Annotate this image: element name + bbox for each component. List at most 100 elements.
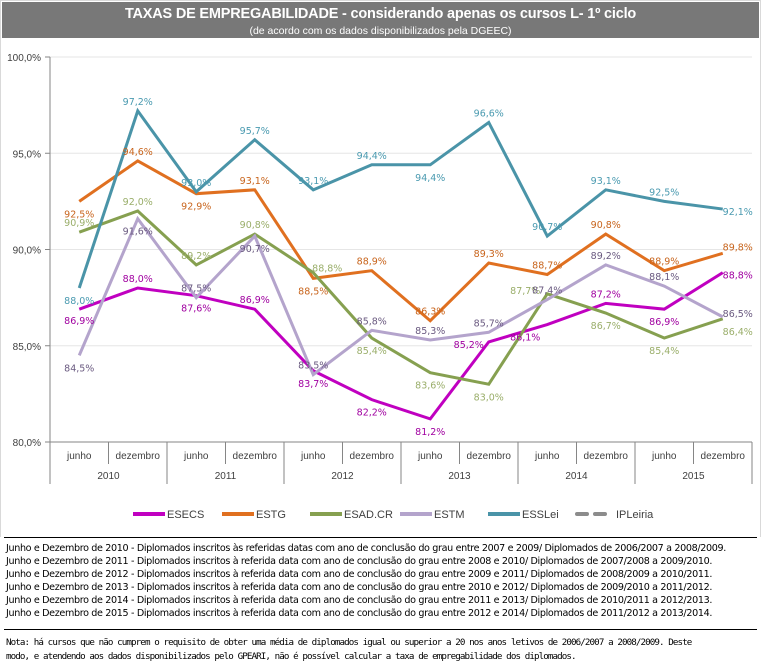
- x-tick-label: junho: [66, 451, 92, 462]
- data-label: 91,6%: [123, 227, 153, 238]
- data-label: 86,4%: [723, 327, 753, 338]
- data-label: 88,1%: [649, 272, 679, 283]
- data-label: 94,4%: [415, 173, 445, 184]
- x-tick-label: dezembro: [116, 451, 161, 462]
- data-label: 83,6%: [415, 381, 445, 392]
- year-label: 2014: [565, 471, 588, 482]
- legend-item-esad-cr: ESAD.CR: [310, 509, 393, 521]
- data-label: 92,5%: [64, 209, 94, 220]
- x-tick-label: dezembro: [467, 451, 512, 462]
- chart-title-bar: TAXAS DE EMPREGABILIDADE - considerando …: [2, 2, 759, 38]
- divider-top: [4, 537, 757, 538]
- data-label: 93,1%: [240, 176, 270, 187]
- data-label: 93,1%: [298, 176, 328, 187]
- data-label: 93,1%: [591, 176, 621, 187]
- x-tick-label: dezembro: [233, 451, 278, 462]
- data-label: 94,6%: [123, 147, 153, 158]
- year-label: 2013: [448, 471, 471, 482]
- note-line: Junho e Dezembro de 2013 - Diplomados in…: [6, 582, 713, 593]
- data-label: 83,5%: [298, 361, 328, 372]
- data-label: 85,4%: [649, 346, 679, 357]
- data-label: 88,7%: [532, 261, 562, 272]
- data-label: 90,8%: [240, 220, 270, 231]
- data-label: 85,8%: [357, 316, 387, 327]
- data-label: 90,9%: [64, 218, 94, 229]
- x-tick-label: junho: [300, 451, 326, 462]
- data-label: 90,7%: [532, 222, 562, 233]
- data-label: 89,3%: [474, 249, 504, 260]
- data-label: 85,2%: [454, 340, 484, 351]
- y-tick-label: 100,0%: [7, 53, 41, 64]
- y-tick-label: 95,0%: [13, 149, 41, 160]
- note-line: Junho e Dezembro de 2015 - Diplomados in…: [6, 608, 713, 619]
- data-label: 89,2%: [181, 251, 211, 262]
- x-tick-label: dezembro: [701, 451, 746, 462]
- data-label: 81,2%: [415, 427, 445, 438]
- data-label: 83,7%: [298, 379, 328, 390]
- data-label: 85,7%: [474, 318, 504, 329]
- nota-line: modo, e atendendo aos dados disponibiliz…: [6, 651, 577, 662]
- x-tick-label: junho: [417, 451, 443, 462]
- chart-subtitle: (de acordo com os dados disponibilizados…: [249, 25, 512, 37]
- data-label: 88,9%: [649, 257, 679, 268]
- year-label: 2010: [97, 471, 120, 482]
- data-label: 92,1%: [723, 207, 753, 218]
- nota-line: Nota: há cursos que não cumprem o requis…: [6, 637, 692, 648]
- y-tick-label: 90,0%: [13, 246, 41, 257]
- series-line-estg: [78, 159, 724, 323]
- series-line-esad-cr: [78, 209, 724, 386]
- note-line: Junho e Dezembro de 2014 - Diplomados in…: [6, 595, 713, 606]
- gridlines: [50, 56, 752, 347]
- note-line: Junho e Dezembro de 2012 - Diplomados in…: [6, 569, 713, 580]
- x-tick-label: junho: [534, 451, 560, 462]
- data-label: 92,0%: [123, 197, 153, 208]
- data-label: 88,8%: [312, 264, 342, 275]
- data-label: 88,0%: [123, 274, 153, 285]
- legend-label: ESAD.CR: [344, 509, 393, 521]
- data-label: 87,7%: [510, 286, 540, 297]
- series-lines: [77, 107, 724, 421]
- chart-title: TAXAS DE EMPREGABILIDADE - considerando …: [124, 6, 637, 22]
- series-line-esslei: [77, 107, 723, 289]
- legend-label: ESTM: [434, 509, 465, 521]
- data-label: 89,8%: [723, 242, 753, 253]
- legend-label: IPLeiria: [616, 509, 654, 521]
- data-label: 86,7%: [591, 321, 621, 332]
- x-tick-label: dezembro: [350, 451, 395, 462]
- series-line-esecs: [78, 271, 724, 421]
- note-line: Junho e Dezembro de 2011 - Diplomados in…: [6, 556, 713, 567]
- data-label: 86,9%: [240, 295, 270, 306]
- year-label: 2011: [215, 471, 237, 482]
- data-label: 85,3%: [415, 326, 445, 337]
- data-label: 88,0%: [64, 296, 94, 307]
- axes: 80,0% 85,0% 90,0% 95,0% 100,0% junho dezembro j…: [7, 53, 753, 484]
- year-label: 2012: [331, 471, 354, 482]
- legend-item-esecs: ESECS: [133, 509, 204, 521]
- data-label: 92,9%: [181, 202, 211, 213]
- data-label: 93,0%: [181, 178, 211, 189]
- data-label: 83,0%: [474, 392, 504, 403]
- year-label: 2015: [682, 471, 705, 482]
- data-label: 82,2%: [357, 408, 387, 419]
- data-label: 96,6%: [474, 108, 504, 119]
- legend-item-estg: ESTG: [222, 509, 286, 521]
- legend-label: ESSLei: [522, 509, 559, 521]
- data-label: 87,5%: [181, 284, 211, 295]
- y-tick-label: 80,0%: [13, 438, 41, 449]
- data-label: 86,1%: [510, 333, 540, 344]
- legend-label: ESECS: [167, 509, 204, 521]
- data-label: 90,7%: [240, 244, 270, 255]
- data-label: 94,4%: [357, 151, 387, 162]
- data-label: 84,5%: [64, 363, 94, 374]
- legend-item-estm: ESTM: [400, 509, 465, 521]
- x-tick-label: junho: [183, 451, 209, 462]
- data-label: 95,7%: [240, 126, 270, 137]
- legend-item-ipleiria: IPLeiria: [575, 509, 654, 521]
- legend-item-esslei: ESSLei: [488, 509, 559, 521]
- data-label: 90,8%: [591, 220, 621, 231]
- data-label: 89,2%: [591, 251, 621, 262]
- data-label: 92,5%: [649, 187, 679, 198]
- data-label: 97,2%: [123, 97, 153, 108]
- data-label: 86,9%: [649, 317, 679, 328]
- y-tick-label: 85,0%: [13, 342, 41, 353]
